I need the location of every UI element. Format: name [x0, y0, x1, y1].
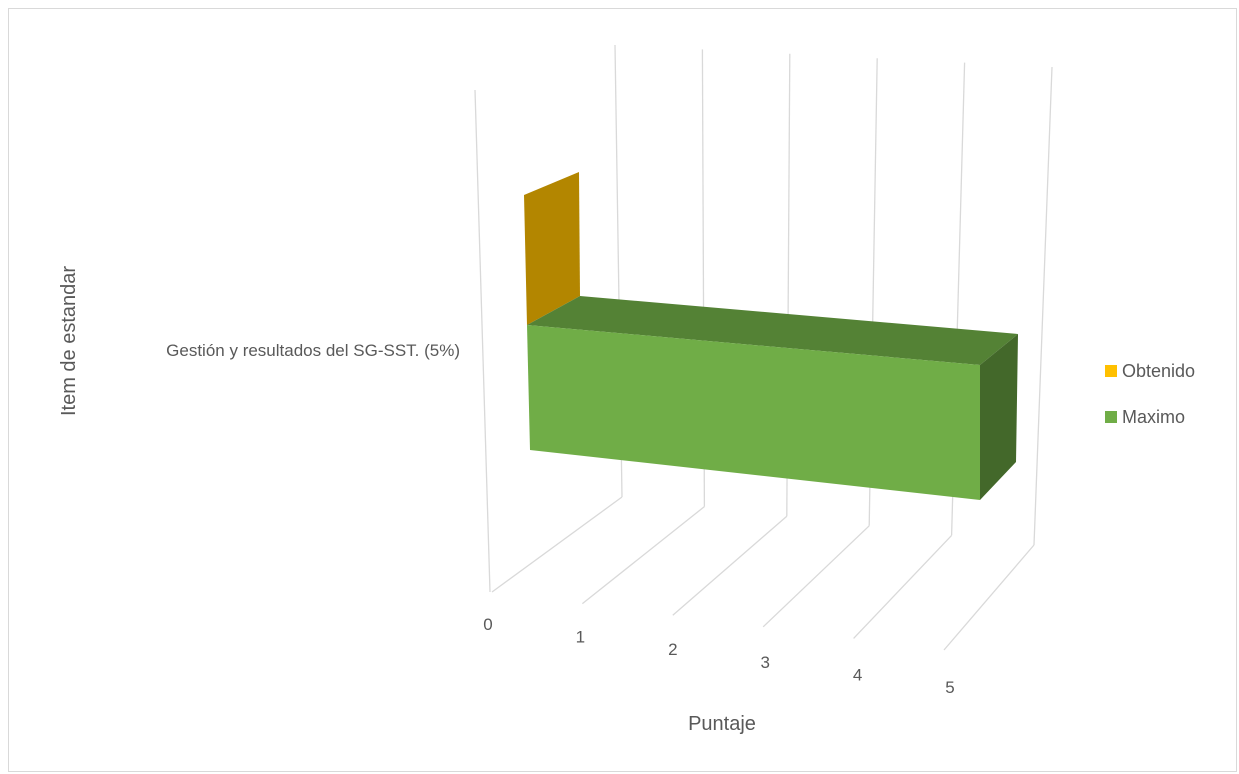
gridline-floor-5 [943, 544, 1035, 651]
gridline-floor-4 [853, 534, 953, 639]
gridline-wall-5 [1033, 66, 1053, 546]
x-tick-label-3: 3 [760, 653, 769, 672]
bar-obtenido-side [524, 172, 580, 325]
x-tick-label-0: 0 [483, 615, 492, 634]
gridline-left-edge [474, 89, 491, 593]
gridline-floor-1 [581, 506, 705, 605]
gridline-floor-0 [491, 496, 623, 593]
y-axis-title: Item de estandar [58, 266, 80, 416]
gridline-floor-3 [762, 525, 870, 628]
x-tick-labels: 0 1 2 3 4 5 [483, 615, 954, 697]
legend-swatch-obtenido [1105, 365, 1117, 377]
x-tick-label-4: 4 [853, 665, 862, 684]
bars-group [524, 172, 1018, 500]
floor-grid-lines [491, 496, 1035, 651]
category-label: Gestión y resultados del SG-SST. (5%) [166, 341, 460, 360]
legend-label-maximo: Maximo [1122, 407, 1185, 427]
gridline-floor-2 [672, 515, 788, 616]
bar-maximo-side [980, 334, 1018, 500]
bar-maximo-top [527, 296, 1018, 365]
bar-maximo-front [527, 325, 980, 500]
legend-label-obtenido: Obtenido [1122, 361, 1195, 381]
x-tick-label-1: 1 [576, 628, 585, 647]
x-axis-title: Puntaje [688, 713, 756, 735]
x-tick-label-5: 5 [945, 678, 954, 697]
legend-swatch-maximo [1105, 411, 1117, 423]
x-tick-label-2: 2 [668, 640, 677, 659]
legend: Obtenido Maximo [1105, 361, 1195, 427]
